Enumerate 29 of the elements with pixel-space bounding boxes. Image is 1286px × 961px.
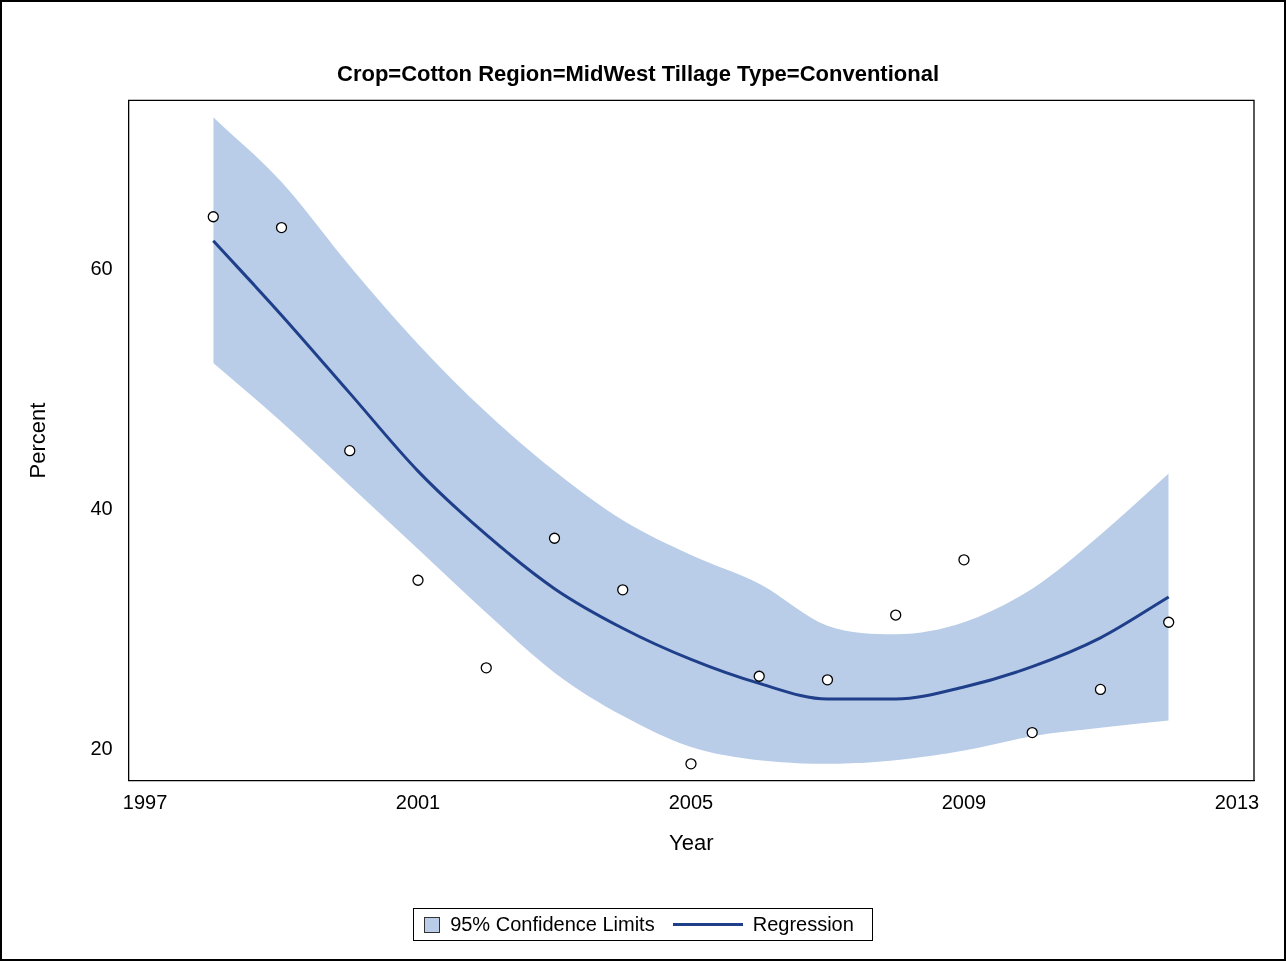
point (275, 221, 288, 234)
point (753, 670, 765, 682)
x-axis-title: Year (669, 829, 714, 855)
point (1163, 616, 1175, 628)
x-tick-label: 1997 (122, 791, 168, 814)
point (685, 758, 697, 770)
point (548, 532, 561, 544)
point (821, 674, 834, 686)
x-tick-label: 2005 (668, 791, 714, 814)
line-series (211, 239, 1171, 701)
point (412, 574, 424, 586)
x-tick-label: 2001 (395, 791, 441, 814)
y-tick-label: 40 (90, 497, 113, 519)
y-axis-title: Percent (25, 402, 51, 479)
point (958, 554, 970, 566)
point (1094, 683, 1107, 696)
point (617, 584, 629, 596)
point (344, 445, 356, 457)
text: 95% Confidence Limits (450, 913, 655, 936)
point (1026, 726, 1038, 739)
x-tick-label: 2009 (941, 791, 987, 814)
point (480, 662, 492, 674)
point (890, 609, 902, 621)
y-tick-label: 60 (90, 257, 113, 280)
legend-label: Regression (752, 913, 854, 936)
point (207, 211, 219, 223)
y-tick-label: 20 (90, 736, 113, 759)
x-tick-label: 2013 (1214, 791, 1260, 814)
chart-title: Crop=Cotton Region=MidWest Tillage Type=Conventional (337, 61, 939, 87)
